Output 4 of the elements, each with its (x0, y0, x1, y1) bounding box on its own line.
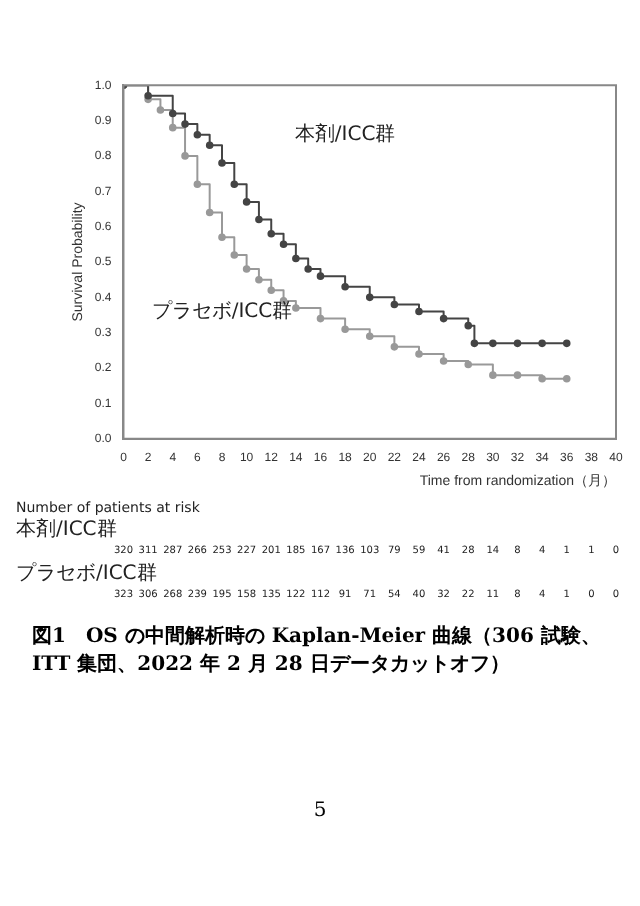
text: 5 (311, 800, 329, 822)
annotation: プラセボ/ICC群 (151, 298, 293, 323)
caption: 図1 OS の中間解析時の Kaplan-Meier 曲線（306 試験、ITT 集団、2022 年 2 月 28 日データカットオフ） (32, 624, 603, 680)
annotation: 本剤/ICC群 (294, 121, 396, 146)
